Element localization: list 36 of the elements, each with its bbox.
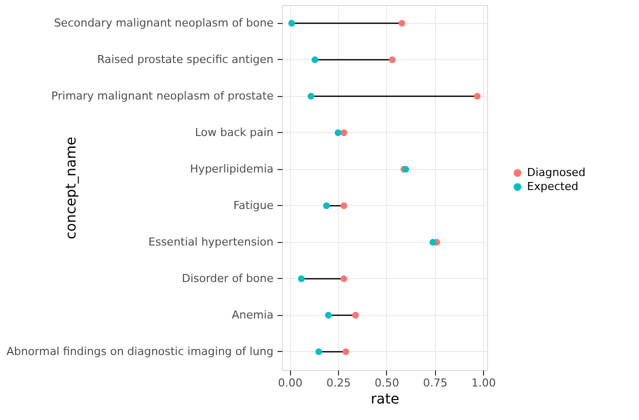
point: [315, 348, 322, 356]
y-tick-label: Hyperlipidemia: [190, 162, 274, 176]
y-tick-label: Essential hypertension: [148, 235, 274, 248]
point: [325, 312, 332, 319]
y-tick-label: Abnormal findings on diagnostic imaging of lung: [6, 344, 274, 358]
y-tick-label: Secondary malignant neoplasm of bone: [54, 16, 274, 30]
point: [288, 20, 296, 27]
x-tick-label: 1.00: [471, 376, 496, 390]
y-tick-label: Primary malignant neoplasm of prostate: [51, 89, 274, 102]
point: [340, 202, 348, 210]
x-tick-label: 0.50: [374, 376, 400, 390]
y-tick-label: Fatigue: [233, 198, 274, 212]
y-tick-label: Disorder of bone: [182, 272, 274, 285]
x-axis-title: rate: [370, 392, 400, 408]
legend-label: Expected: [527, 180, 578, 193]
point: [298, 275, 305, 282]
y-tick-label: Anemia: [232, 308, 274, 322]
point: [334, 129, 342, 136]
point: [342, 348, 350, 356]
point: [474, 92, 481, 100]
point: [429, 238, 436, 246]
point: [340, 275, 348, 282]
point: [308, 92, 314, 100]
point: [312, 56, 318, 64]
x-tick-label: 0.75: [423, 376, 448, 390]
point: [323, 202, 330, 210]
point: [352, 312, 359, 319]
y-tick-label: Low back pain: [194, 126, 274, 139]
point: [388, 56, 396, 64]
point: [340, 129, 348, 136]
point: [398, 20, 406, 27]
legend-label: Diagnosed: [527, 166, 586, 179]
x-tick-label: 0.25: [326, 376, 351, 390]
x-tick-label: 0.00: [278, 376, 302, 390]
y-tick-label: Raised prostate specific antigen: [97, 52, 274, 66]
y-axis-title: concept_name: [64, 136, 80, 240]
